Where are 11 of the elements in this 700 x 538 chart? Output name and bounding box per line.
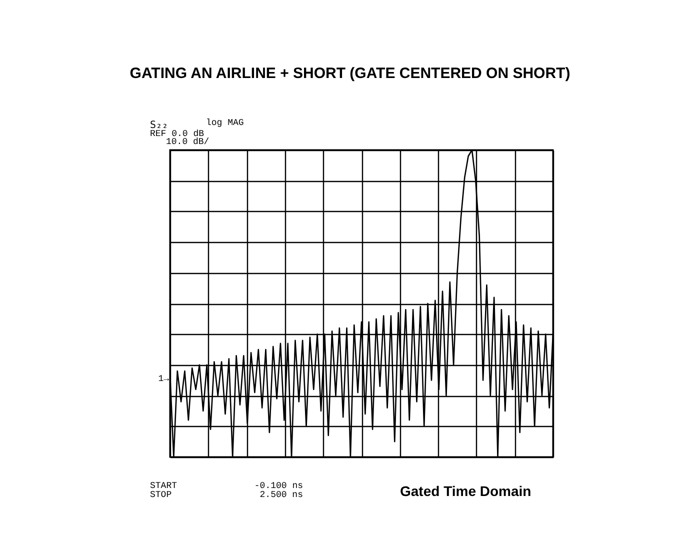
text: S₂₂ bbox=[150, 120, 168, 131]
text: REF 0.0 dB bbox=[150, 129, 205, 139]
text: 1→ bbox=[158, 374, 170, 384]
text: 10.0 dB/ bbox=[166, 137, 210, 147]
text: STOP bbox=[150, 490, 172, 500]
text: Gated Time Domain bbox=[400, 483, 532, 499]
text: 2.500 ns bbox=[260, 490, 303, 500]
text: START bbox=[150, 481, 178, 491]
text: log MAG bbox=[206, 118, 244, 128]
chart-title: GATING AN AIRLINE + SHORT (GATE CENTERED ON SHORT) bbox=[130, 65, 570, 82]
text: -0.100 ns bbox=[254, 481, 303, 491]
